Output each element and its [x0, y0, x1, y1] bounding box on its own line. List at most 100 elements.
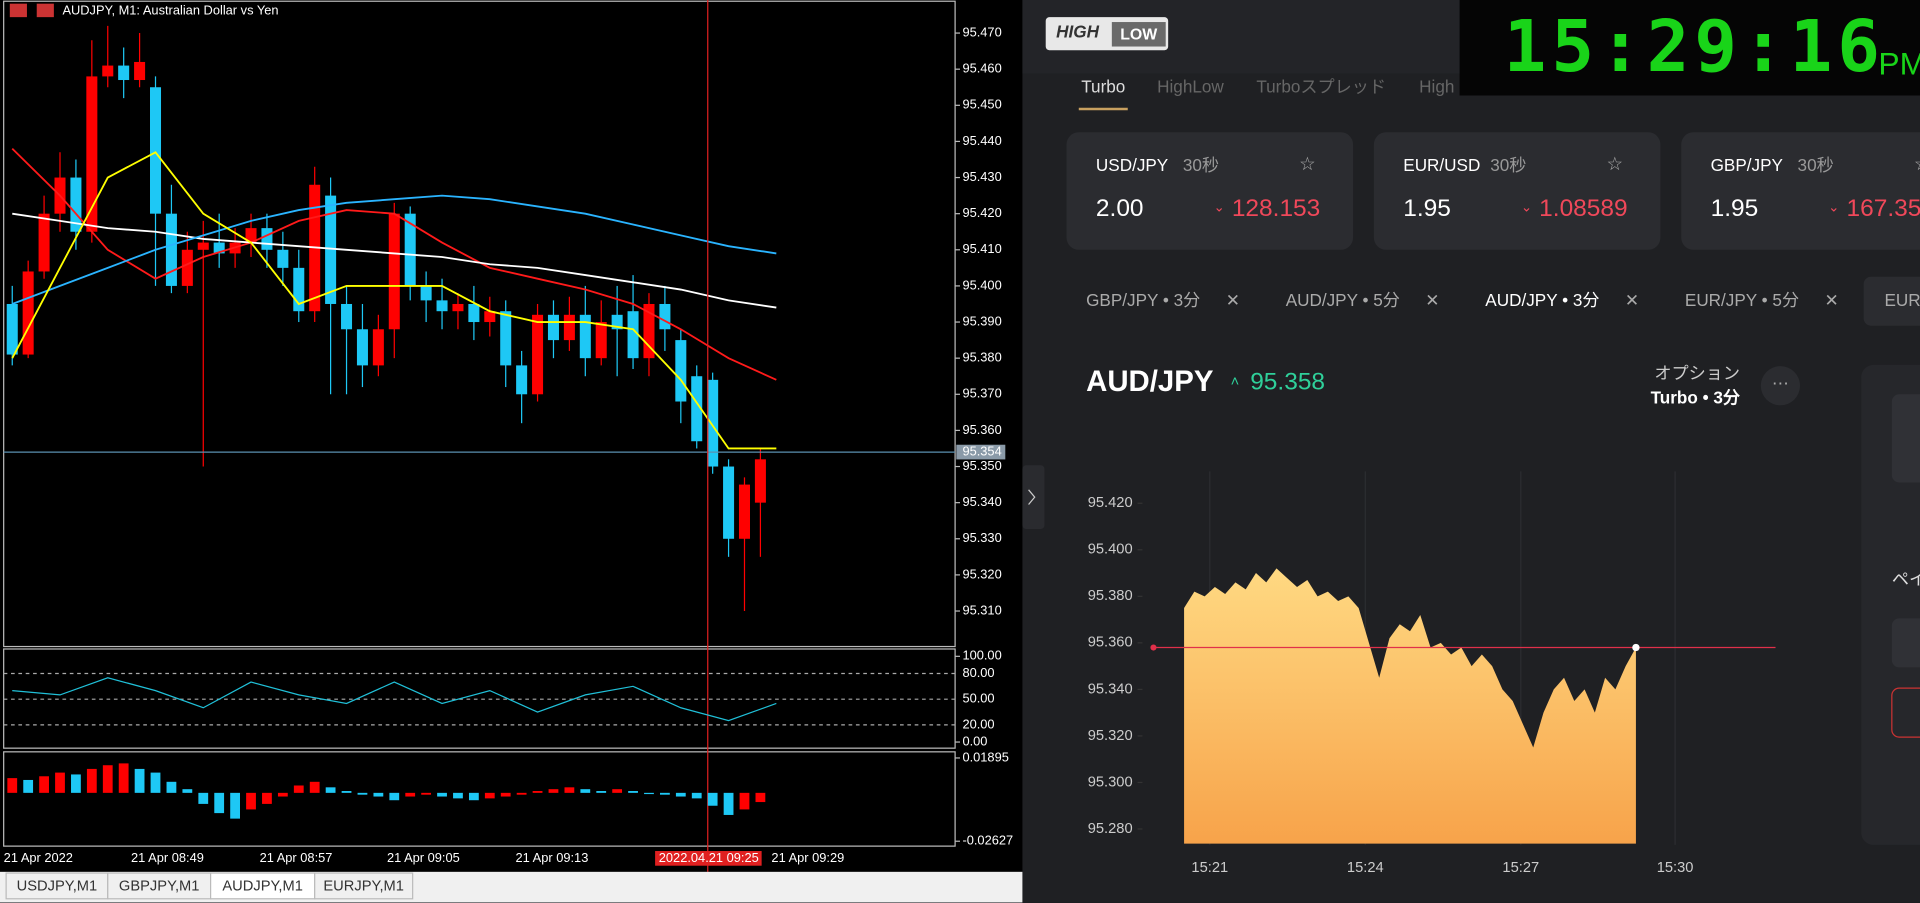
candle-body — [484, 311, 496, 323]
strike-dot — [1150, 644, 1157, 651]
candle-body — [6, 303, 18, 355]
product-tab[interactable]: High — [1419, 77, 1454, 97]
card-duration: 30秒 — [1490, 155, 1526, 175]
asset-tab[interactable]: GBP/JPY • 3分 — [1086, 290, 1200, 310]
y-tick-label: 95.360 — [962, 422, 1001, 437]
asset-tab[interactable]: AUD/JPY • 3分 — [1485, 290, 1599, 310]
candle-body — [436, 300, 448, 312]
histogram-bar — [118, 763, 129, 793]
y-tick-label: 95.390 — [962, 313, 1001, 328]
side-input[interactable] — [1891, 618, 1920, 668]
asset-card[interactable] — [1066, 132, 1354, 250]
tab-active[interactable] — [210, 872, 316, 900]
card-payout: 2.00 — [1096, 195, 1144, 222]
y-tick-label: 95.420 — [1088, 495, 1133, 511]
candle-body — [197, 242, 209, 250]
histogram-bar — [39, 776, 49, 793]
asset-card[interactable] — [1681, 132, 1920, 250]
y-tick-label: 0.00 — [962, 733, 987, 748]
y-tick-label: 100.00 — [962, 648, 1001, 663]
candle-body — [372, 329, 384, 366]
asset-price: 95.358 — [1250, 369, 1325, 396]
x-tick-label: 15:21 — [1191, 860, 1228, 876]
tab-close[interactable]: ✕ — [1824, 290, 1838, 310]
candle-body — [452, 303, 464, 312]
side-input[interactable] — [1891, 394, 1920, 483]
y-tick-label: 95.340 — [962, 494, 1001, 509]
card-duration: 30秒 — [1183, 155, 1219, 175]
current-price-label: 95.354 — [962, 443, 1001, 458]
candle-body — [707, 379, 719, 467]
y-tick-label: 95.280 — [1088, 821, 1133, 837]
expand-button[interactable] — [1022, 465, 1045, 529]
histogram-bar — [357, 792, 368, 795]
x-tick-label: 21 Apr 08:49 — [131, 850, 204, 865]
histogram-bar — [691, 792, 702, 799]
mt5-background — [0, 0, 1023, 872]
x-tick-label: 21 Apr 09:05 — [387, 850, 460, 865]
y-tick-label: 95.380 — [962, 350, 1001, 365]
histogram-bar — [341, 791, 352, 793]
tab-label: GBPJPY,M1 — [119, 878, 200, 894]
candle-body — [738, 484, 751, 539]
card-payout: 1.95 — [1403, 195, 1451, 222]
y-tick-label: 95.380 — [1088, 588, 1133, 604]
asset-title: AUD/JPY — [1086, 365, 1214, 398]
tab[interactable] — [314, 872, 414, 900]
candle-body — [388, 213, 400, 330]
tab[interactable] — [107, 872, 212, 900]
candle-body — [500, 311, 512, 366]
asset-tab[interactable]: AUD/JPY • 5分 — [1286, 290, 1400, 310]
histogram-bar — [246, 792, 256, 810]
asset-tab[interactable]: EUR/ — [1884, 290, 1920, 310]
card-duration: 30秒 — [1798, 155, 1834, 175]
product-tab[interactable]: HighLow — [1157, 77, 1224, 97]
card-pair: EUR/USD — [1403, 155, 1480, 175]
y-tick-label: 95.450 — [962, 97, 1001, 112]
y-tick-label: 95.440 — [962, 133, 1001, 148]
product-tab[interactable]: Turbo — [1081, 77, 1125, 97]
indicator-line — [11, 194, 777, 305]
logo-text: HIGH — [1056, 22, 1099, 42]
candle-body — [118, 65, 130, 81]
card-star: ☆ — [1299, 153, 1315, 174]
card-pair: USD/JPY — [1096, 155, 1169, 175]
y-tick-label: 95.340 — [1088, 681, 1133, 697]
hist-frame — [3, 751, 956, 847]
asset-card[interactable] — [1373, 132, 1661, 250]
candle-body — [611, 314, 623, 330]
histogram-bar — [102, 765, 113, 793]
card-star: ☆ — [1914, 153, 1920, 174]
asset-tab-active[interactable] — [1863, 276, 1920, 326]
candle-body — [245, 228, 257, 243]
card-star: ☆ — [1607, 153, 1623, 174]
y-tick-label: 95.360 — [1088, 635, 1133, 651]
tab-close[interactable]: ✕ — [1226, 290, 1240, 310]
histogram-bar — [437, 792, 447, 797]
more-button[interactable] — [1760, 366, 1801, 406]
crosshair-label: 2022.04.21 09:25 — [659, 850, 759, 865]
clock: 15:29:16 — [1504, 5, 1885, 88]
asset-tab[interactable]: EUR/JPY • 5分 — [1685, 290, 1799, 310]
candle-body — [723, 466, 735, 539]
candle-body — [293, 267, 305, 312]
tab-close[interactable]: ✕ — [1425, 290, 1439, 310]
histogram-bar — [86, 768, 97, 793]
candle-body — [595, 322, 607, 359]
histogram-bar — [564, 787, 575, 793]
low-button[interactable] — [1891, 687, 1920, 738]
candle-body — [532, 314, 544, 395]
y-tick-label: 95.400 — [962, 277, 1001, 292]
tab-close[interactable]: ✕ — [1625, 290, 1639, 310]
y-tick-label: 95.420 — [962, 205, 1001, 220]
product-tab[interactable]: Turboスプレッド — [1256, 77, 1386, 97]
candle-body — [691, 376, 703, 442]
card-arrow: ⌄ — [1521, 200, 1532, 215]
y-tick-label: 95.460 — [962, 61, 1001, 76]
y-tick-label: 0.01895 — [962, 749, 1008, 764]
histogram-bar — [660, 792, 670, 795]
candle-body — [70, 177, 82, 232]
histogram-bar — [484, 792, 495, 799]
